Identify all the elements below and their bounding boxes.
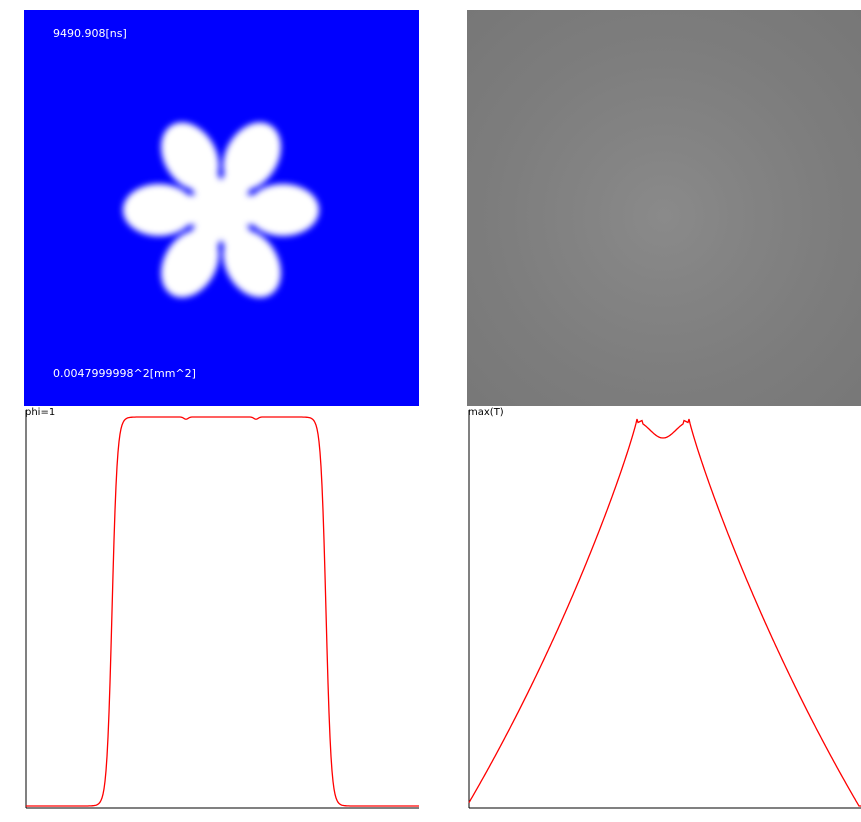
max-temperature-line	[468, 418, 861, 807]
phi-plot-label: phi=1	[25, 407, 56, 418]
snowflake-crystal	[123, 122, 319, 298]
max-temperature-plot	[468, 410, 861, 809]
phi-profile-plot	[25, 410, 419, 809]
time-readout: 9490.908[ns]	[53, 27, 127, 40]
maxt-plot-label: max(T)	[468, 407, 504, 418]
area-readout: 0.0047999998^2[mm^2]	[53, 367, 196, 380]
crystal-arm-stem	[217, 212, 255, 260]
phase-field-view: 9490.908[ns] 0.0047999998^2[mm^2]	[24, 10, 419, 406]
phi-profile-line	[26, 416, 419, 807]
crystal-arm-stem	[217, 160, 255, 208]
temperature-field-view	[467, 10, 861, 406]
crystal-arm-stem	[187, 160, 225, 208]
crystal-arm	[123, 184, 195, 236]
crystal-arm	[247, 184, 319, 236]
